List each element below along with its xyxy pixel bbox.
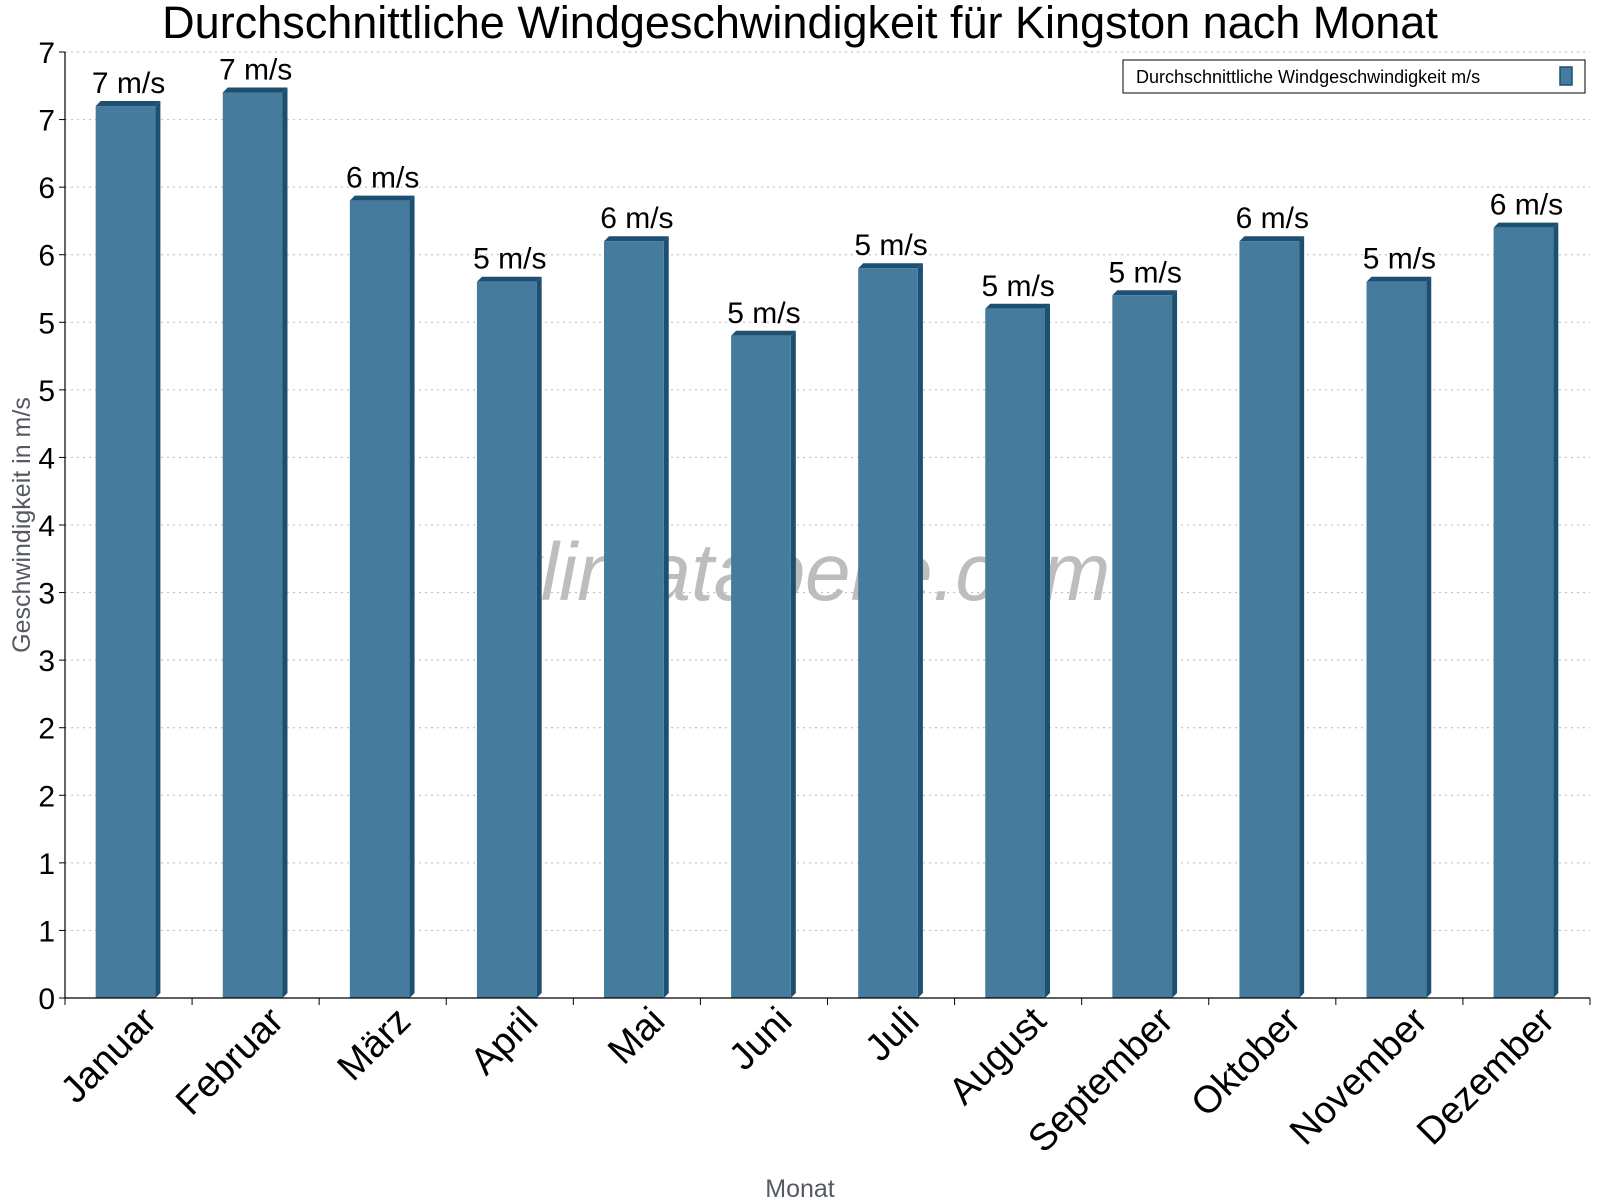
- bar-top: [604, 236, 669, 242]
- value-label: 7 m/s: [219, 54, 292, 87]
- bar: [1239, 241, 1300, 998]
- bar: [1493, 227, 1554, 998]
- y-tick-label: 4: [38, 510, 55, 543]
- value-label: 6 m/s: [600, 202, 673, 235]
- bar-side: [155, 101, 161, 999]
- y-tick-label: 1: [38, 848, 55, 881]
- y-tick-label: 0: [38, 983, 55, 1016]
- y-tick-label: 5: [38, 375, 55, 408]
- x-tick-label: April: [463, 1000, 546, 1083]
- value-label: 6 m/s: [346, 162, 419, 195]
- legend: Durchschnittliche Windgeschwindigkeit m/…: [1122, 59, 1586, 94]
- y-tick-label: 6: [38, 240, 55, 273]
- value-label: 5 m/s: [473, 243, 546, 276]
- bar-top: [349, 195, 415, 201]
- y-axis-ticks: 0 1 1 2 2 3 3 4 4 5 5 6 6 7 7: [38, 37, 65, 1016]
- bar: [731, 335, 791, 998]
- bar: [476, 281, 537, 998]
- bar-top: [1366, 276, 1432, 282]
- bar-top: [95, 101, 161, 107]
- value-label: 5 m/s: [1109, 256, 1182, 289]
- value-label: 6 m/s: [1236, 202, 1309, 235]
- bar: [1366, 281, 1427, 998]
- y-tick-label: 3: [38, 578, 55, 611]
- gridlines: [65, 51, 1590, 931]
- x-tick-label: August: [941, 999, 1055, 1113]
- bar-side: [1172, 290, 1178, 998]
- y-tick-label: 3: [38, 645, 55, 678]
- y-tick-label: 5: [38, 307, 55, 340]
- x-axis-ticks: Januar Februar März April Mai Juni Juli AugustS…: [53, 998, 1591, 1161]
- legend-swatch: [1559, 66, 1573, 86]
- value-label: 5 m/s: [1363, 243, 1436, 276]
- value-label: 7 m/s: [92, 67, 165, 100]
- chart-title: Durchschnittliche Windgeschwindigkeit fü…: [162, 0, 1438, 48]
- bar-top: [222, 87, 288, 93]
- bar-side: [1299, 236, 1305, 998]
- bar-side: [536, 276, 542, 998]
- bar-side: [790, 330, 796, 998]
- y-tick-label: 6: [38, 172, 55, 205]
- value-label: 6 m/s: [1490, 189, 1563, 222]
- x-tick-label: November: [1282, 999, 1436, 1153]
- y-tick-label: 7: [38, 37, 55, 70]
- bar: [604, 241, 664, 998]
- bar-side: [663, 236, 669, 998]
- bar-top: [731, 330, 796, 336]
- x-tick-label: Januar: [53, 999, 165, 1111]
- bar-side: [409, 195, 415, 998]
- bar-top: [1493, 222, 1559, 228]
- bar-side: [1044, 303, 1050, 998]
- x-tick-label: Februar: [168, 999, 292, 1123]
- bar-side: [917, 263, 923, 998]
- bar-top: [858, 263, 923, 269]
- x-tick-label: Mai: [600, 1000, 673, 1073]
- x-tick-label: Juli: [857, 1000, 927, 1070]
- y-tick-label: 1: [38, 915, 55, 948]
- y-tick-label: 2: [38, 713, 55, 746]
- bar-top: [476, 276, 542, 282]
- value-label: 5 m/s: [727, 297, 800, 330]
- y-axis-title: Geschwindigkeit in m/s: [8, 397, 36, 653]
- bar-side: [282, 87, 288, 999]
- bar: [985, 308, 1045, 998]
- value-label: 5 m/s: [854, 229, 927, 262]
- x-tick-label: März: [330, 1000, 419, 1089]
- bar-top: [985, 303, 1050, 309]
- bar-top: [1239, 236, 1305, 242]
- legend-label: Durchschnittliche Windgeschwindigkeit m/…: [1136, 67, 1480, 87]
- x-axis-title: Monat: [765, 1175, 835, 1200]
- bar: [1112, 295, 1173, 998]
- bar: [95, 106, 156, 999]
- bar-side: [1426, 276, 1432, 998]
- bar: [349, 200, 410, 998]
- value-label: 5 m/s: [981, 270, 1054, 303]
- bar-side: [1553, 222, 1559, 998]
- bars: [95, 87, 1559, 999]
- value-labels: 7 m/s 7 m/s 6 m/s 5 m/s 6 m/s 5 m/s 5 m/s 5 m/s…: [92, 54, 1563, 330]
- x-tick-label: Dezember: [1409, 999, 1563, 1153]
- bar-top: [1112, 290, 1178, 296]
- x-tick-label: Juni: [721, 1000, 800, 1079]
- y-tick-label: 4: [38, 442, 55, 475]
- bar: [222, 92, 283, 999]
- legend-box: [1122, 59, 1586, 94]
- y-tick-label: 7: [38, 105, 55, 138]
- bar: [858, 268, 918, 998]
- y-tick-label: 2: [38, 780, 55, 813]
- x-tick-label: Oktober: [1183, 999, 1309, 1125]
